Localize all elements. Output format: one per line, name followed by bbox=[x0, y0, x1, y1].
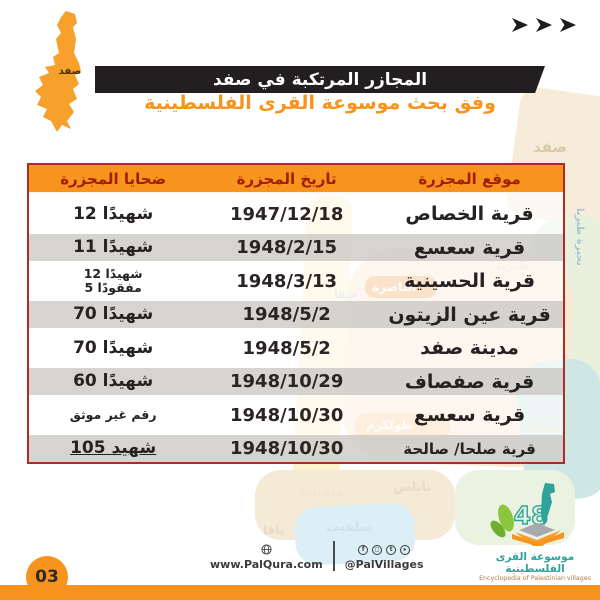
logo-title: موسوعة القرى الفلسطينية bbox=[495, 551, 575, 575]
social-block: f ◻ t ▸ @PalVillages bbox=[345, 545, 424, 571]
district-name-label: صفد bbox=[59, 66, 82, 77]
safad-district-shape: صفد bbox=[35, 11, 82, 132]
massacre-date: 1948/10/29 bbox=[230, 371, 344, 392]
table-header-row: موقع المجزرة تاريخ المجزرة ضحايا المجزرة bbox=[29, 165, 563, 194]
page-number-badge: 03 bbox=[26, 556, 68, 598]
book-spread-icon bbox=[515, 530, 561, 550]
massacre-victims: 105 شهيد bbox=[70, 438, 157, 459]
massacre-victims: 70 شهيدًا bbox=[73, 304, 154, 325]
massacre-location: قرية الحسينية bbox=[404, 270, 536, 292]
massacre-date: 1948/5/2 bbox=[242, 304, 331, 325]
logo-subtitle: Encyclopedia of Palestinian villages bbox=[479, 575, 591, 582]
massacre-date: 1948/5/2 bbox=[242, 337, 331, 359]
map-watermark-label: نابلس bbox=[393, 480, 432, 495]
arrow-right-icon bbox=[560, 18, 576, 32]
contact-block: www.PalQura.com f ◻ t ▸ @PalVillages bbox=[210, 541, 424, 571]
massacre-location: قرية سعسع bbox=[413, 236, 526, 259]
instagram-icon: ◻ bbox=[372, 545, 383, 555]
table-row: قرية صلحا/ صالحة 1948/10/30 105 شهيد bbox=[29, 435, 563, 462]
massacre-victims: رقم غير موثق bbox=[69, 406, 157, 422]
massacres-table: موقع المجزرة تاريخ المجزرة ضحايا المجزرة… bbox=[27, 163, 565, 464]
map-watermark-label: قلقيلية bbox=[300, 485, 344, 499]
encyclopedia-logo-graphic: 48 bbox=[490, 483, 564, 550]
massacre-date: 1948/10/30 bbox=[230, 438, 344, 459]
map-watermark-label: بحيرة طبريا bbox=[574, 208, 585, 266]
massacre-date: 1948/2/15 bbox=[236, 237, 338, 258]
table-row: قرية الخصاص 1947/12/18 12 شهيدًا bbox=[29, 194, 563, 234]
map-watermark-label: صفد bbox=[533, 138, 567, 156]
palestine-map-icon bbox=[541, 483, 555, 526]
page-subtitle: وفق بحث موسوعة القرى الفلسطينية bbox=[144, 92, 496, 114]
map-watermark-label: يافا bbox=[263, 523, 285, 537]
youtube-icon: ▸ bbox=[400, 545, 411, 555]
decorative-arrows bbox=[512, 18, 576, 32]
massacre-victims: 11 شهيدًا bbox=[73, 237, 154, 258]
title-bar: المجازر المرتكبة في صفد bbox=[95, 66, 545, 93]
table-row: قرية عين الزيتون 1948/5/2 70 شهيدًا bbox=[29, 301, 563, 328]
column-header-location: موقع المجزرة bbox=[418, 169, 521, 188]
massacre-victims: 60 شهيدًا bbox=[73, 371, 154, 392]
column-header-date: تاريخ المجزرة bbox=[236, 169, 337, 188]
table-row: قرية سعسع 1948/10/30 رقم غير موثق bbox=[29, 395, 563, 435]
social-handle: @PalVillages bbox=[344, 558, 424, 571]
arrow-right-icon bbox=[536, 18, 552, 32]
column-header-victims: ضحايا المجزرة bbox=[60, 169, 167, 188]
table-row: قرية صفصاف 1948/10/29 60 شهيدًا bbox=[29, 368, 563, 395]
massacre-location: قرية صفصاف bbox=[404, 370, 535, 393]
website-block: www.PalQura.com bbox=[210, 544, 323, 571]
facebook-icon: f bbox=[358, 545, 369, 555]
arrow-right-icon bbox=[512, 18, 528, 32]
massacre-victims: 12 شهيدًا 5 مفقودًا bbox=[83, 265, 143, 295]
massacre-location: قرية سعسع bbox=[413, 404, 526, 426]
map-watermark-label: سلفيت bbox=[326, 520, 373, 535]
social-icons: f ◻ t ▸ bbox=[358, 545, 411, 555]
massacre-date: 1948/10/30 bbox=[230, 404, 344, 426]
website-url: www.PalQura.com bbox=[210, 558, 323, 571]
book-pages-icon bbox=[519, 523, 555, 537]
leaf-icon bbox=[490, 520, 506, 538]
footer-divider bbox=[332, 541, 335, 571]
massacre-location: قرية عين الزيتون bbox=[388, 303, 551, 326]
massacre-location: قرية صلحا/ صالحة bbox=[403, 439, 536, 458]
table-row: قرية سعسع 1948/2/15 11 شهيدًا bbox=[29, 234, 563, 261]
massacre-location: مدينة صفد bbox=[420, 337, 519, 359]
leaf-icon bbox=[498, 504, 514, 532]
globe-icon bbox=[261, 544, 272, 555]
twitter-icon: t bbox=[386, 545, 397, 555]
massacre-victims: 12 شهيدًا bbox=[73, 203, 154, 224]
massacre-date: 1948/3/13 bbox=[236, 270, 338, 292]
table-row: مدينة صفد 1948/5/2 70 شهيدًا bbox=[29, 328, 563, 368]
massacre-victims: 70 شهيدًا bbox=[73, 337, 154, 358]
massacre-location: قرية الخصاص bbox=[405, 203, 534, 225]
page-title: المجازر المرتكبة في صفد bbox=[212, 69, 428, 90]
table-body: قرية الخصاص 1947/12/18 12 شهيدًا قرية سع… bbox=[29, 194, 563, 462]
massacre-date: 1947/12/18 bbox=[230, 203, 344, 225]
table-row: قرية الحسينية 1948/3/13 12 شهيدًا 5 مفقود… bbox=[29, 261, 563, 301]
bottom-accent-bar bbox=[0, 585, 600, 600]
encyclopedia-logo: 48 موسوعة القرى الفلسطينية Encyclopedia … bbox=[476, 482, 594, 582]
